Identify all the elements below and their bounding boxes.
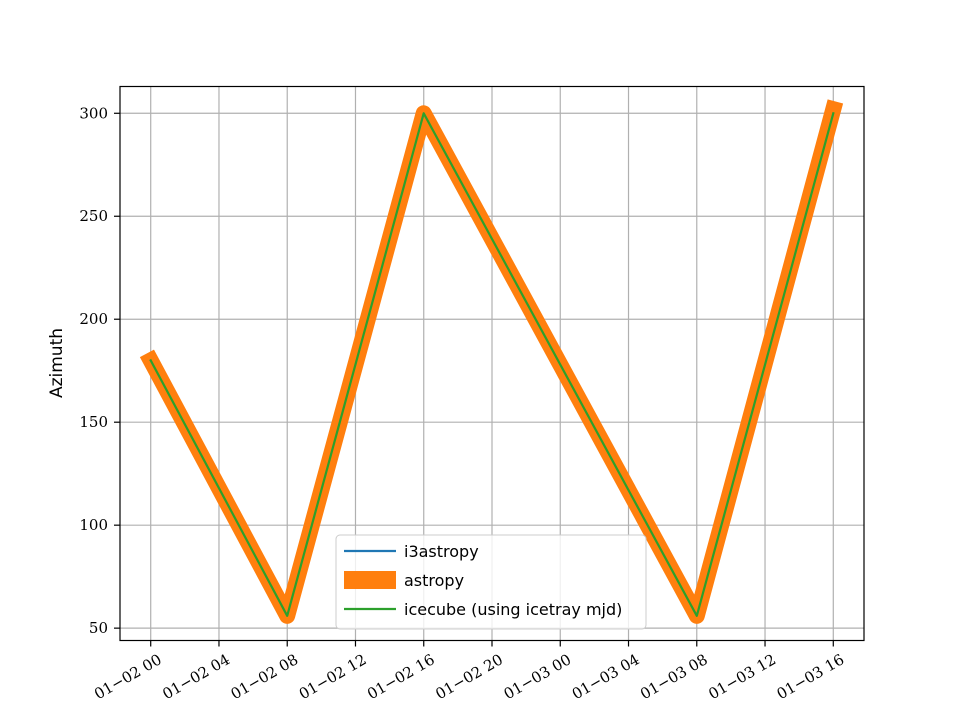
y-tick-label: 200 xyxy=(79,310,108,328)
legend-box xyxy=(335,534,647,630)
x-tick-label: 01−02 04 xyxy=(159,650,233,703)
legend: i3astropy astropy icecube (using icetray m… xyxy=(335,534,647,630)
legend-label: astropy xyxy=(404,571,464,590)
grid xyxy=(120,86,864,641)
x-tick-label: 01−02 20 xyxy=(432,650,506,703)
legend-label: i3astropy xyxy=(404,542,479,561)
x-tick-label: 01−02 00 xyxy=(91,650,165,703)
x-tick-label: 01−03 00 xyxy=(501,650,575,703)
x-tick-label: 01−03 16 xyxy=(774,650,848,703)
series-group xyxy=(139,99,844,624)
y-tick-label: 150 xyxy=(79,413,108,431)
x-tick-label: 01−03 04 xyxy=(569,650,643,703)
y-tick-label: 100 xyxy=(79,516,108,534)
y-tick-label: 300 xyxy=(79,104,108,122)
y-axis-label: Azimuth xyxy=(47,328,67,398)
y-tick-label: 50 xyxy=(89,619,108,637)
series-line xyxy=(149,111,835,617)
x-tick-label: 01−03 08 xyxy=(637,650,711,703)
x-tick-label: 01−03 12 xyxy=(705,650,779,703)
y-tick-label: 250 xyxy=(79,207,108,225)
x-tick-label: 01−02 16 xyxy=(364,650,438,703)
x-tick-label: 01−02 12 xyxy=(296,650,370,703)
legend-label: icecube (using icetray mjd) xyxy=(404,600,622,619)
x-tick-label: 01−02 08 xyxy=(228,650,302,703)
